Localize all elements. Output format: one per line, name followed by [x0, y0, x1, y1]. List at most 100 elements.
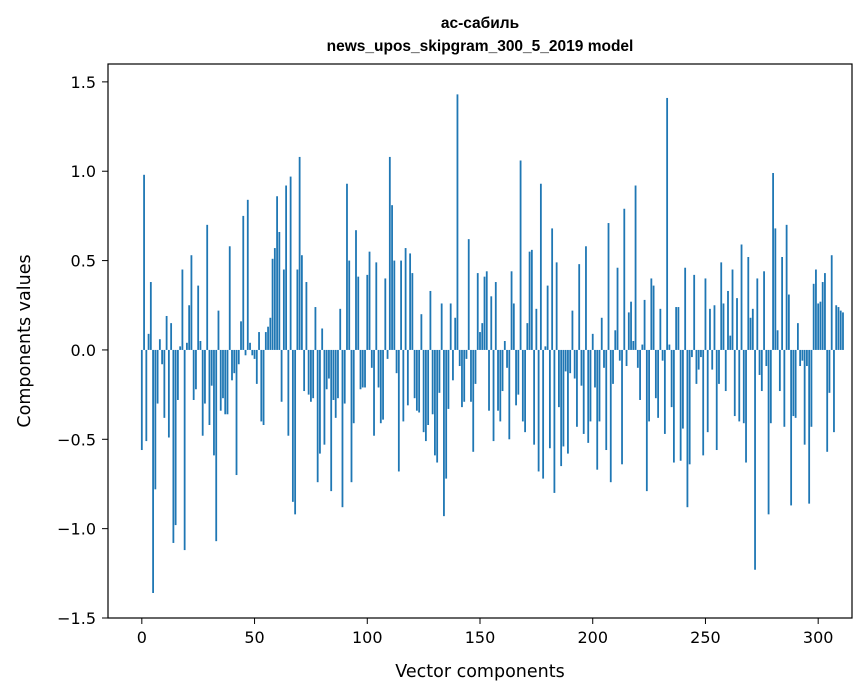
bar	[663, 349, 666, 434]
bar	[503, 341, 506, 350]
bar	[492, 349, 495, 442]
bar	[630, 301, 632, 350]
bar	[368, 251, 371, 350]
bar	[576, 349, 578, 427]
bar	[830, 255, 833, 350]
bar	[709, 308, 711, 350]
bar	[251, 349, 254, 356]
bar	[700, 349, 702, 358]
bar	[411, 273, 414, 350]
bar	[558, 349, 560, 408]
bar	[206, 224, 209, 350]
bar	[154, 349, 157, 490]
bar	[350, 349, 353, 483]
bar	[370, 349, 373, 368]
bar	[458, 349, 461, 367]
bar	[282, 269, 285, 350]
bar	[352, 349, 355, 424]
bar	[474, 349, 477, 384]
bar	[163, 349, 166, 418]
bar	[627, 312, 630, 350]
bar	[359, 349, 362, 390]
bar	[634, 185, 637, 350]
bar	[591, 333, 594, 350]
bar	[765, 349, 768, 367]
bar	[785, 224, 788, 350]
bar	[264, 332, 267, 350]
bar	[167, 349, 170, 438]
bar	[246, 199, 249, 350]
bar	[682, 349, 684, 429]
bar	[512, 303, 515, 350]
bar	[817, 303, 820, 350]
bar	[289, 176, 292, 350]
bar	[406, 349, 409, 406]
bar	[774, 228, 777, 350]
bar	[280, 349, 283, 402]
bar	[812, 283, 815, 350]
bar	[810, 349, 813, 427]
bar	[697, 349, 700, 370]
bar	[494, 282, 497, 350]
bar	[323, 349, 326, 445]
bar	[188, 305, 191, 350]
bar	[316, 349, 319, 483]
bar	[199, 341, 202, 350]
bar	[781, 257, 784, 350]
bar	[530, 249, 533, 350]
bar	[391, 205, 393, 350]
bar	[235, 349, 238, 476]
bar	[625, 349, 628, 367]
bar	[837, 307, 840, 350]
bar	[490, 296, 493, 350]
bar	[499, 349, 502, 422]
x-tick-label: 200	[577, 628, 608, 647]
bar	[255, 349, 258, 384]
bar	[521, 349, 524, 422]
bar	[321, 328, 324, 350]
bar	[562, 349, 565, 447]
bar	[303, 349, 306, 392]
bar	[244, 349, 247, 356]
bar	[618, 349, 621, 361]
bar	[733, 349, 736, 417]
bar	[415, 349, 418, 411]
bar	[145, 349, 148, 442]
bar	[224, 349, 227, 415]
bar	[249, 342, 251, 350]
bar	[192, 349, 195, 400]
bar	[438, 349, 441, 393]
bar	[724, 349, 727, 392]
bar	[165, 315, 168, 350]
bar	[553, 349, 556, 493]
bar	[436, 349, 439, 463]
bar	[402, 349, 405, 422]
bar	[400, 260, 402, 350]
bar	[258, 332, 260, 350]
bar	[551, 228, 554, 350]
bar	[449, 303, 452, 350]
bar	[776, 330, 779, 350]
bar	[219, 349, 222, 411]
y-tick-label: 1.0	[71, 162, 96, 181]
bar	[594, 349, 596, 388]
bar	[422, 349, 425, 433]
bar	[835, 305, 838, 350]
bar	[476, 273, 479, 350]
bar	[605, 349, 608, 451]
bar	[287, 349, 290, 436]
bar	[702, 349, 705, 456]
bar	[623, 208, 626, 350]
bar	[650, 278, 653, 350]
bar	[742, 349, 745, 424]
bar	[366, 274, 369, 350]
bar	[377, 349, 380, 388]
bar	[262, 349, 265, 425]
bar	[736, 298, 738, 350]
bar	[314, 307, 317, 350]
bar	[213, 349, 215, 456]
bar	[661, 349, 664, 361]
bar	[172, 349, 175, 543]
bar	[253, 349, 256, 359]
